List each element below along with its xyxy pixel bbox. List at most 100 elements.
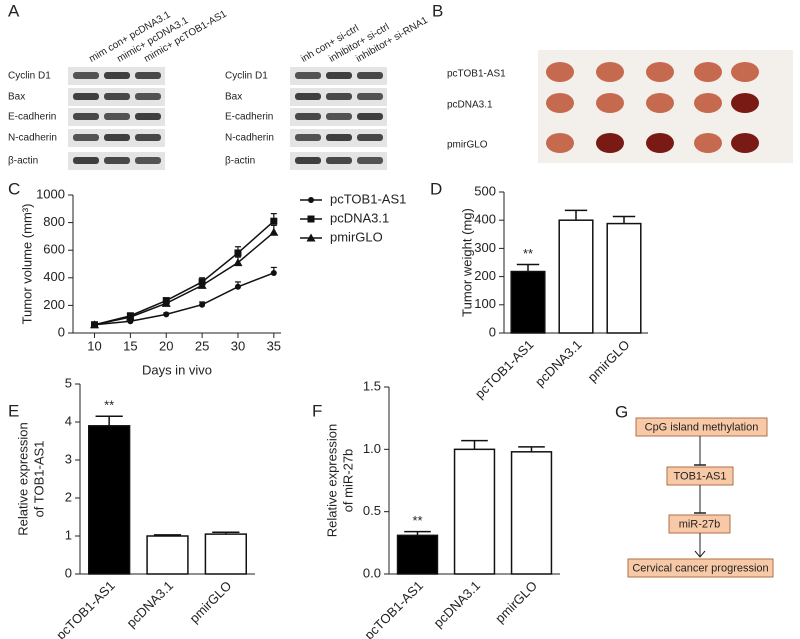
node-box <box>635 417 768 437</box>
bar <box>510 451 553 575</box>
y-tick-label: 1000 <box>36 186 65 201</box>
y-tick-label: 3 <box>65 451 72 466</box>
node-label: Cervical cancer progression <box>632 562 768 574</box>
marker <box>90 320 100 329</box>
x-tick-label: pcTOB1-AS1 <box>361 578 426 639</box>
tumor <box>694 133 722 153</box>
x-tick-label: pmirGLO <box>186 578 234 626</box>
y-tick-label: 600 <box>43 242 65 257</box>
x-tick-label: pcDNA3.1 <box>124 578 177 631</box>
panel-label: D <box>430 179 442 198</box>
y-tick-label: 0.5 <box>363 503 381 518</box>
node-label: CpG island methylation <box>645 421 759 433</box>
band <box>135 134 161 141</box>
band <box>295 72 321 79</box>
marker <box>233 258 243 267</box>
protein-label: Cyclin D1 <box>225 71 268 82</box>
tumor <box>694 62 722 82</box>
tumor <box>646 133 674 153</box>
marker <box>197 280 207 289</box>
marker <box>270 269 277 276</box>
protein-label: N-cadherin <box>8 133 57 144</box>
protein-label: β-actin <box>8 156 38 167</box>
band <box>357 157 383 164</box>
x-tick-label: pmirGLO <box>492 578 540 626</box>
tumor <box>546 133 574 153</box>
band <box>295 113 321 120</box>
band <box>73 157 99 164</box>
tumor <box>596 62 624 82</box>
bar <box>453 448 496 575</box>
marker <box>270 217 278 225</box>
y-axis-label: of TOB1-AS1 <box>31 441 46 518</box>
y-axis-label: Tumor volume (mm³) <box>19 204 34 325</box>
y-tick-label: 0 <box>65 565 72 580</box>
y-tick-label: 400 <box>43 269 65 284</box>
tumor <box>731 62 759 82</box>
band <box>326 134 352 141</box>
band <box>357 134 383 141</box>
group-label: pcDNA3.1 <box>447 100 493 111</box>
marker <box>199 301 206 308</box>
marker <box>161 298 171 307</box>
y-tick-label: 200 <box>474 268 496 283</box>
protein-label: E-cadherin <box>225 112 273 123</box>
significance: ** <box>523 246 533 261</box>
x-tick-label: 25 <box>195 338 209 353</box>
y-tick-label: 300 <box>474 240 496 255</box>
band <box>73 113 99 120</box>
series-line <box>94 231 275 326</box>
marker <box>269 227 279 236</box>
y-tick-label: 0 <box>489 324 496 339</box>
band <box>73 93 99 100</box>
tumor <box>731 93 759 113</box>
band <box>357 113 383 120</box>
band <box>73 134 99 141</box>
node-label: miR-27b <box>679 518 721 530</box>
band <box>295 93 321 100</box>
marker <box>163 311 170 318</box>
legend-label: pcTOB1-AS1 <box>330 191 406 206</box>
tumor <box>694 93 722 113</box>
x-tick-label: 10 <box>87 338 101 353</box>
tumor <box>546 93 574 113</box>
band <box>135 113 161 120</box>
bar <box>396 534 439 575</box>
band <box>357 93 383 100</box>
y-tick-label: 5 <box>65 375 72 390</box>
x-axis-label: Days in vivo <box>142 362 212 377</box>
panel-label: B <box>432 1 443 20</box>
band <box>104 134 130 141</box>
protein-label: Cyclin D1 <box>8 71 51 82</box>
band <box>295 157 321 164</box>
legend-marker <box>306 233 316 242</box>
y-tick-label: 400 <box>474 212 496 227</box>
x-tick-label: pcDNA3.1 <box>532 337 585 390</box>
band <box>135 72 161 79</box>
panel-label: E <box>8 401 19 420</box>
y-tick-label: 500 <box>474 183 496 198</box>
x-tick-label: 30 <box>231 338 245 353</box>
series-line <box>94 272 275 326</box>
y-axis-label: Tumor weight (mg) <box>459 208 474 317</box>
x-tick-label: pcDNA3.1 <box>431 578 484 631</box>
significance: ** <box>412 513 422 528</box>
band <box>295 134 321 141</box>
y-axis-label: of miR-27b <box>340 449 355 513</box>
protein-label: N-cadherin <box>225 133 274 144</box>
band <box>104 157 130 164</box>
y-tick-label: 0 <box>58 324 65 339</box>
y-tick-label: 200 <box>43 297 65 312</box>
band <box>135 93 161 100</box>
tumor <box>646 62 674 82</box>
band <box>104 72 130 79</box>
group-label: pcTOB1-AS1 <box>447 69 506 80</box>
y-tick-label: 1.0 <box>363 441 381 456</box>
series-line <box>94 220 275 326</box>
y-tick-label: 800 <box>43 214 65 229</box>
bar <box>146 535 189 575</box>
bar <box>606 222 642 334</box>
marker <box>125 312 135 321</box>
band <box>73 72 99 79</box>
